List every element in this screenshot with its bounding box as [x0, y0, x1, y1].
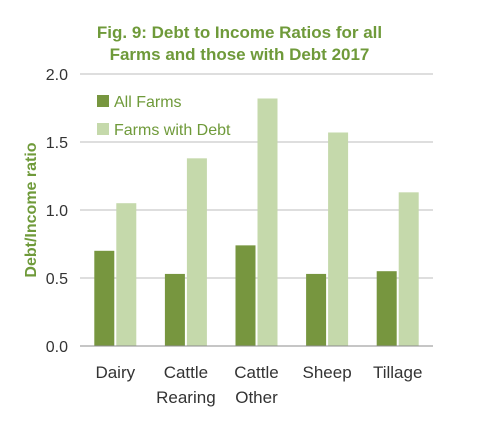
axes: 0.0 0.5 1.0 1.5 2.0 Debt/Income ratio Dairy Cat… [23, 67, 433, 407]
bars [94, 98, 419, 346]
x-tick-label: Rearing [156, 388, 216, 407]
y-tick-label: 0.5 [46, 271, 68, 288]
y-tick-label: 2.0 [46, 67, 68, 84]
bar-all-farms [306, 273, 327, 346]
y-tick-label: 1.0 [46, 203, 68, 220]
legend-label: Farms with Debt [114, 122, 231, 139]
y-axis-label: Debt/Income ratio [23, 142, 40, 277]
bar-all-farms [164, 273, 185, 346]
bar-all-farms [235, 245, 256, 346]
x-tick-label: Cattle [234, 363, 278, 382]
bar-all-farms [94, 250, 115, 346]
x-tick-label: Tillage [373, 363, 422, 382]
x-tick-label: Sheep [303, 363, 352, 382]
x-tick-label: Cattle [164, 363, 208, 382]
chart-title-line-1: Fig. 9: Debt to Income Ratios for all [96, 23, 383, 42]
chart-title-line-2: Farms and those with Debt 2017 [109, 45, 370, 64]
legend: All Farms Farms with Debt [97, 94, 231, 139]
x-tick-label: Other [235, 388, 278, 407]
x-tick-label: Dairy [95, 363, 135, 382]
bar-farms-with-debt [328, 132, 349, 346]
legend-label: All Farms [114, 94, 182, 111]
y-tick-label: 1.5 [46, 135, 68, 152]
bar-farms-with-debt [186, 158, 207, 346]
legend-swatch [97, 95, 109, 107]
bar-farms-with-debt [257, 98, 278, 346]
y-tick-label: 0.0 [46, 339, 68, 356]
bar-farms-with-debt [116, 203, 137, 346]
chart-title: Fig. 9: Debt to Income Ratios for all Fa… [0, 22, 479, 66]
legend-swatch [97, 123, 109, 135]
bar-all-farms [376, 271, 397, 346]
bar-farms-with-debt [398, 192, 419, 346]
